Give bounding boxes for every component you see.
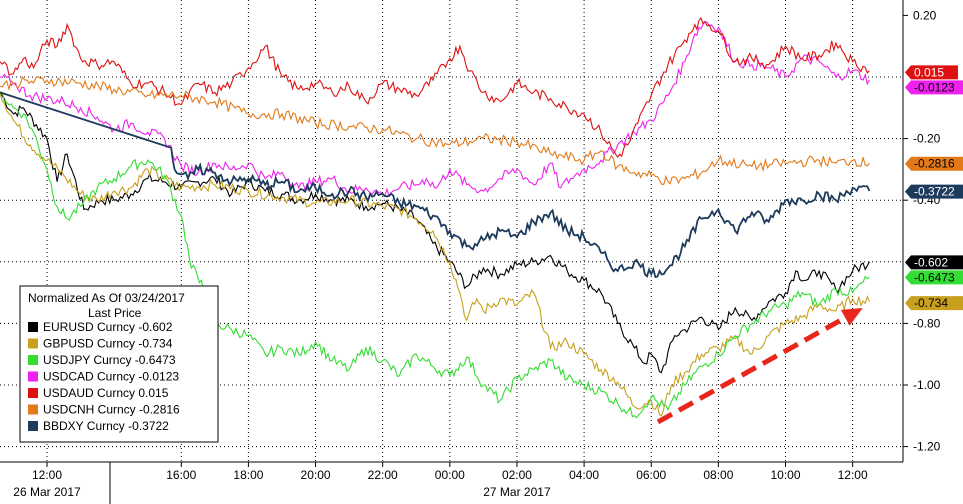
arrow-head — [840, 308, 863, 326]
x-tick-label: 06:00 — [636, 468, 666, 482]
y-tick-label: -0.20 — [913, 132, 941, 146]
last-price-tag-bg — [905, 65, 958, 80]
legend-swatch — [28, 355, 38, 365]
series-lines — [0, 16, 871, 419]
x-tick-label: 04:00 — [569, 468, 599, 482]
legend-item-label: GBPUSD Curncy -0.734 — [43, 337, 173, 351]
legend-swatch — [28, 371, 38, 382]
y-tick-label: 0.20 — [913, 8, 937, 22]
series-line-usdaud-curncy — [0, 16, 870, 159]
last-price-tags: 0.015-0.0123 -0.2816 -0.3722 -0.602-0.6473 -… — [905, 65, 963, 311]
legend-items: EURUSD Curncy -0.602 GBPUSD Curncy -0.734… — [28, 320, 180, 433]
last-price-tag-label: 0.015 — [914, 65, 944, 79]
last-price-tag-bg — [905, 255, 963, 270]
last-price-tag-label: -0.0123 — [914, 80, 955, 94]
series-line-usdjpy-curncy — [0, 91, 870, 419]
legend-swatch — [28, 404, 38, 415]
x-tick-label: 20:00 — [301, 468, 331, 482]
last-price-tag-bg — [905, 184, 963, 199]
legend-swatch — [28, 322, 38, 332]
y-tick-label: -1.00 — [913, 378, 941, 392]
x-tick-label: 18:00 — [233, 468, 263, 482]
legend-title-line2: Last Price — [88, 306, 142, 320]
legend-box — [19, 285, 219, 443]
date-label: 27 Mar 2017 — [483, 485, 551, 499]
last-price-tag-label: -0.602 — [914, 255, 948, 269]
legend-swatch — [28, 388, 38, 398]
legend-item-label: USDAUD Curncy 0.015 — [43, 386, 169, 400]
last-price-tag-bg — [905, 296, 963, 311]
date-label: 26 Mar 2017 — [13, 485, 81, 499]
last-price-tag-label: -0.734 — [914, 296, 948, 310]
trend-arrow — [656, 308, 863, 425]
legend-swatch — [28, 421, 38, 431]
series-line-gbpusd-curncy — [0, 92, 870, 417]
last-price-tag-bg — [905, 270, 963, 285]
gridlines — [0, 0, 903, 462]
last-price-tag-bg — [905, 156, 963, 171]
legend-item-label: USDCNH Curncy -0.2816 — [43, 403, 180, 417]
legend-item-label: BBDXY Curncy -0.3722 — [43, 419, 169, 433]
x-tick-label: 02:00 — [502, 468, 532, 482]
x-tick-label: 12:00 — [838, 468, 868, 482]
y-tick-label: -0.80 — [913, 316, 941, 330]
legend-item-label: EURUSD Curncy -0.602 — [43, 320, 173, 334]
series-line-usdcad-curncy — [0, 20, 870, 198]
x-tick-label: 10:00 — [770, 468, 800, 482]
series-line-eurusd-curncy — [0, 92, 870, 374]
legend-item-label: USDJPY Curncy -0.6473 — [43, 353, 176, 367]
legend-swatch — [28, 338, 38, 349]
x-tick-label: 12:00 — [32, 468, 62, 482]
legend-item-label: USDCAD Curncy -0.0123 — [43, 370, 179, 384]
arrow-shaft — [656, 315, 847, 425]
x-tick-label: 16:00 — [166, 468, 196, 482]
x-tick-label: 00:00 — [435, 468, 465, 482]
legend: Normalized As Of 03/24/2017 Last Price E… — [19, 285, 219, 443]
last-price-tag-label: -0.3722 — [914, 185, 955, 199]
x-tick-label: 08:00 — [703, 468, 733, 482]
x-tick-label: 22:00 — [368, 468, 398, 482]
series-line-usdcnh-curncy — [0, 75, 870, 185]
legend-title-line1: Normalized As Of 03/24/2017 — [28, 291, 185, 305]
last-price-tag-label: -0.6473 — [914, 270, 955, 284]
last-price-tag-bg — [905, 80, 963, 95]
last-price-tag-label: -0.2816 — [914, 157, 955, 171]
series-line-bbdxy-curncy — [0, 91, 871, 279]
y-tick-label: -1.20 — [913, 440, 941, 454]
